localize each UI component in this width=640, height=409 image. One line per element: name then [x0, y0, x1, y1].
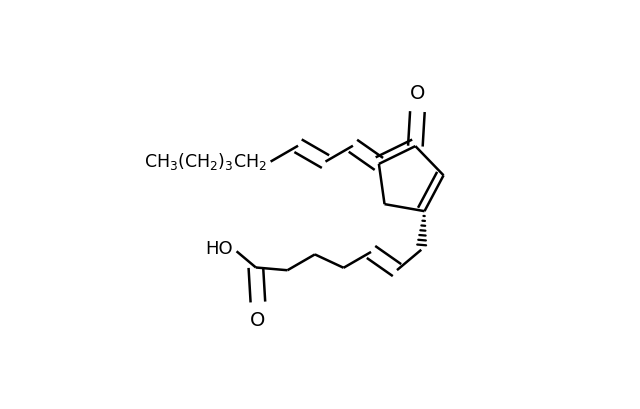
- Text: CH$_3$(CH$_2$)$_3$CH$_2$: CH$_3$(CH$_2$)$_3$CH$_2$: [144, 151, 268, 172]
- Text: HO: HO: [205, 240, 234, 258]
- Text: O: O: [250, 311, 266, 330]
- Text: O: O: [410, 84, 425, 103]
